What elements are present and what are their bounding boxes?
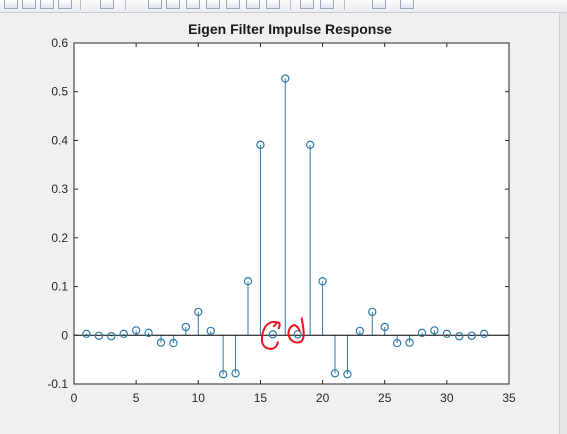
y-tick-label: 0.2 xyxy=(51,231,68,245)
axes-box xyxy=(73,42,510,385)
toolbar-separator xyxy=(290,0,291,10)
stem-marker xyxy=(169,338,178,348)
window-edge xyxy=(559,13,567,434)
stem-marker xyxy=(256,140,265,150)
x-axis-ticks: 0 5 10 15 20 25 30 35 xyxy=(71,43,516,405)
link-plot-icon[interactable] xyxy=(266,0,280,9)
stem-marker xyxy=(479,329,489,339)
stem-marker xyxy=(305,140,315,150)
x-tick-label: 5 xyxy=(133,391,140,405)
stem-marker xyxy=(82,329,91,339)
stem-marker xyxy=(330,369,340,378)
x-tick-label: 15 xyxy=(254,391,268,405)
x-tick-label: 25 xyxy=(378,391,392,405)
stem-marker xyxy=(392,338,402,348)
stem-marker xyxy=(467,331,476,340)
stem-markers xyxy=(82,74,489,379)
zoom-out-icon[interactable] xyxy=(166,0,180,9)
stem-marker xyxy=(343,370,352,379)
x-tick-label: 20 xyxy=(316,391,330,405)
stem-marker xyxy=(405,338,414,347)
stem-marker xyxy=(380,322,389,332)
red-circle-annotation xyxy=(260,321,281,350)
stem-marker xyxy=(206,326,215,336)
y-tick-label: 0.4 xyxy=(51,133,68,147)
stem-marker xyxy=(144,328,153,338)
zoom-in-icon[interactable] xyxy=(148,0,162,9)
stem-marker xyxy=(218,370,228,379)
toolbar-separator xyxy=(80,0,81,10)
handwritten-annotations xyxy=(260,317,305,350)
stem-marker xyxy=(231,369,240,378)
brush-icon[interactable] xyxy=(246,0,260,9)
stem-marker xyxy=(368,307,377,317)
stem-marker xyxy=(194,307,203,317)
y-tick-label: 0.1 xyxy=(51,280,68,294)
y-axis-ticks: -0.1 0 0.1 0.2 0.3 0.4 0.5 0.6 xyxy=(47,36,509,391)
rotate-3d-icon[interactable] xyxy=(206,0,220,9)
stem-marker xyxy=(430,326,439,335)
print-figure-icon[interactable] xyxy=(58,0,72,9)
y-tick-label: -0.1 xyxy=(47,377,68,391)
stem-marker xyxy=(94,331,104,340)
red-circle-annotation xyxy=(287,317,305,344)
hide-plot-tools-icon[interactable] xyxy=(372,0,386,9)
chart-title: Eigen Filter Impulse Response xyxy=(188,21,392,37)
x-tick-label: 30 xyxy=(440,391,454,405)
stem-marker xyxy=(281,74,290,83)
x-tick-label: 0 xyxy=(71,391,78,405)
toolbar-separator xyxy=(344,0,345,10)
edit-plot-icon[interactable] xyxy=(100,0,114,9)
open-file-icon[interactable] xyxy=(22,0,36,9)
toolbar-separator xyxy=(125,0,126,10)
x-tick-label: 10 xyxy=(192,391,206,405)
y-tick-label: 0 xyxy=(61,328,68,342)
insert-colorbar-icon[interactable] xyxy=(300,0,314,9)
stem-marker xyxy=(455,332,464,341)
y-tick-label: 0.3 xyxy=(51,182,68,196)
stem-marker xyxy=(442,329,452,339)
x-tick-label: 35 xyxy=(502,391,516,405)
stem-marker xyxy=(107,332,116,341)
data-cursor-icon[interactable] xyxy=(226,0,240,9)
pan-icon[interactable] xyxy=(186,0,200,9)
stem-marker xyxy=(355,326,365,336)
stem-marker xyxy=(119,329,128,339)
new-figure-icon[interactable] xyxy=(4,0,18,9)
save-figure-icon[interactable] xyxy=(40,0,54,9)
stem-marker xyxy=(417,328,427,338)
stem-marker xyxy=(243,277,253,286)
stem-marker xyxy=(318,277,327,286)
stem-marker xyxy=(268,330,278,339)
stem-marker xyxy=(131,326,141,335)
figure-toolbar xyxy=(0,0,567,13)
stem-marker xyxy=(293,330,302,339)
y-tick-label: 0.5 xyxy=(51,85,68,99)
stem-marker xyxy=(181,322,191,332)
insert-legend-icon[interactable] xyxy=(320,0,334,9)
show-plot-tools-icon[interactable] xyxy=(400,0,414,9)
stem-marker xyxy=(156,338,166,347)
y-tick-label: 0.6 xyxy=(51,36,68,50)
